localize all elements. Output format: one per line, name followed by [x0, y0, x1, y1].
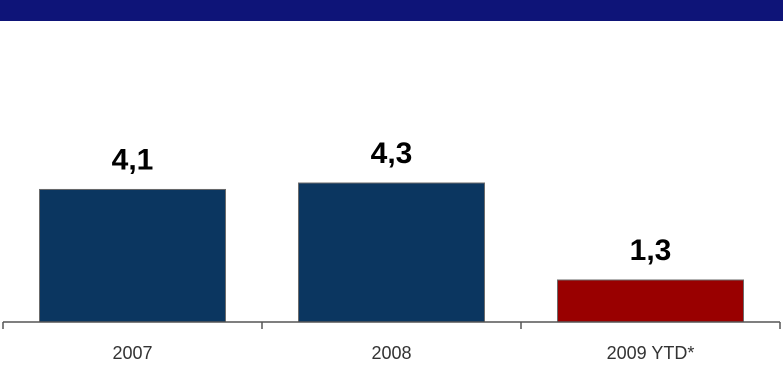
x-tick-label: 2007: [112, 343, 152, 363]
x-axis-tick-labels: 2007 2008 2009 YTD*: [112, 343, 694, 363]
x-axis-ticks: [2, 322, 781, 329]
bar-value-label: 4,3: [371, 137, 413, 170]
header-band: [0, 0, 783, 21]
bars-group: [39, 182, 744, 323]
x-tick-label: 2008: [371, 343, 411, 363]
bar-value-label: 1,3: [630, 234, 672, 267]
bar-2008: [298, 182, 485, 323]
bar-2009-ytd: [557, 279, 744, 323]
bar-2007: [39, 188, 226, 323]
value-labels-group: 4,1 4,3 1,3: [112, 137, 672, 267]
x-tick-label: 2009 YTD*: [607, 343, 695, 363]
bar-value-label: 4,1: [112, 143, 154, 176]
